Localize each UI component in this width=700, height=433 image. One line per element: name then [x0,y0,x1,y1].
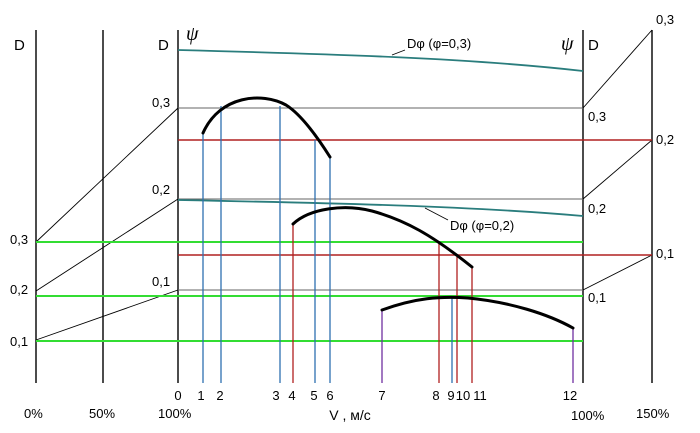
left-d-header: D [14,37,25,54]
x-num-9: 9 [447,388,454,403]
left-tick-03: 0,3 [10,232,28,247]
x-num-8: 8 [432,388,439,403]
left-tick-02: 0,2 [10,282,28,297]
x-num-4: 4 [288,388,295,403]
main-tick-02: 0,2 [152,182,170,197]
main-d-header: D [158,37,169,54]
scale-diagonals [35,29,653,341]
right-d-header: D [588,37,599,54]
right-psi-header: ψ [561,33,574,55]
right-inner-tick-03: 0,3 [588,109,606,124]
diag-left-01 [35,289,179,341]
pct-150: 150% [636,406,670,421]
x-num-5: 5 [310,388,317,403]
x-num-3: 3 [272,388,279,403]
diag-right-02 [582,139,653,200]
x-num-7: 7 [378,388,385,403]
x-num-0: 0 [174,388,181,403]
frame-verticals [35,30,653,383]
green-lines [36,241,583,342]
leader-d-phi-02 [424,207,449,221]
right-outer-tick-02: 0,2 [656,132,674,147]
pct-100-left: 100% [158,406,192,421]
x-num-6: 6 [326,388,333,403]
diag-right-03 [582,29,653,109]
main-tick-03: 0,3 [152,95,170,110]
right-outer-tick-01: 0,1 [656,246,674,261]
diag-left-03 [35,107,179,243]
psi-gridlines [178,107,583,291]
pct-50: 50% [89,406,115,421]
leader-d-phi-03 [391,49,406,56]
left-tick-01: 0,1 [10,334,28,349]
diag-right-01 [582,254,653,291]
x-axis-numbers: 0 1 2 3 4 5 6 7 8 9 10 11 12 [174,388,577,403]
x-num-1: 1 [197,388,204,403]
psi-curve-03 [201,96,332,159]
x-axis-title: V , м/с [329,407,371,423]
x-num-10: 10 [456,388,470,403]
diag-left-02 [35,198,179,292]
psi-curve-01 [380,295,575,330]
x-num-2: 2 [216,388,223,403]
main-tick-01: 0,1 [152,274,170,289]
label-d-phi-02: Dφ (φ=0,2) [450,218,514,233]
x-num-11: 11 [473,388,487,403]
label-leaders [391,49,449,221]
purple-verticals [381,310,574,383]
pct-0: 0% [24,406,43,421]
main-psi-header: ψ [186,23,199,45]
red-lines [178,139,652,256]
right-inner-tick-01: 0,1 [588,290,606,305]
right-inner-tick-02: 0,2 [588,201,606,216]
pct-100-right: 100% [571,408,605,423]
d-phi-03-curve [177,49,584,72]
x-num-12: 12 [563,388,577,403]
red-verticals [292,224,473,383]
right-outer-tick-03: 0,3 [656,12,674,27]
d-phi-curves [177,49,584,217]
blue-verticals [202,106,453,383]
d-phi-02-curve [177,199,584,217]
psi-curve-02 [291,206,474,269]
label-d-phi-03: Dφ (φ=0,3) [407,36,471,51]
psi-curves [201,96,575,330]
